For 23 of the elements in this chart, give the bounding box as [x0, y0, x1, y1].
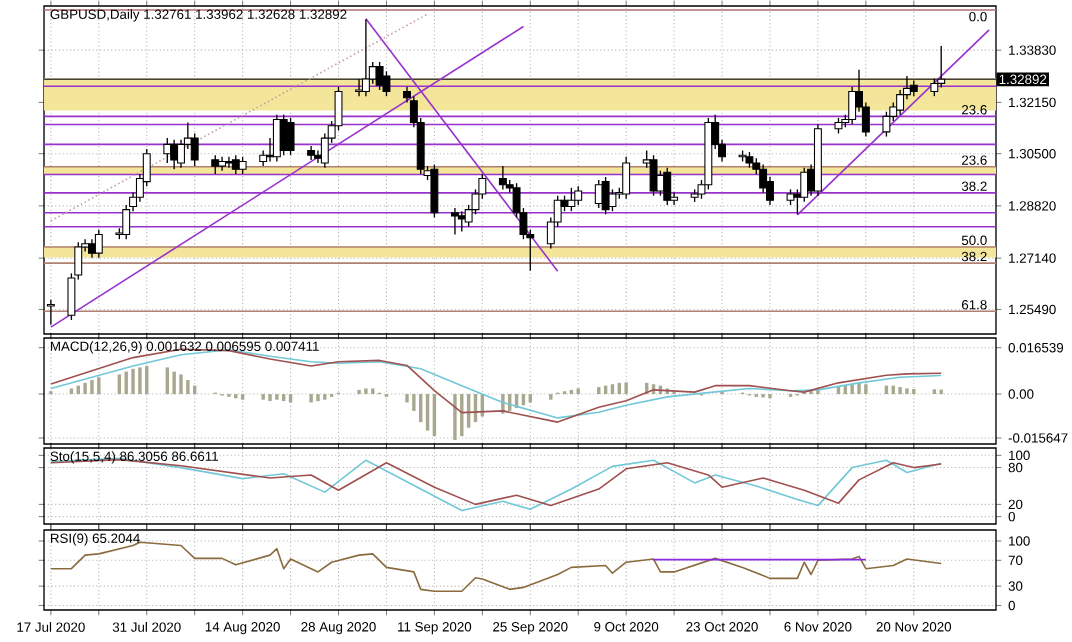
candlestick	[608, 188, 617, 212]
candlestick	[567, 187, 576, 212]
candlestick	[88, 238, 96, 259]
candlestick	[498, 165, 507, 191]
candlestick	[231, 154, 240, 175]
candlestick	[382, 70, 391, 97]
candlestick	[574, 185, 583, 206]
candlestick	[450, 207, 459, 236]
candlestick	[355, 78, 364, 97]
candlestick	[170, 139, 179, 170]
candlestick	[622, 156, 631, 200]
candlestick	[94, 229, 103, 259]
candlestick	[649, 154, 658, 197]
candlestick	[211, 154, 220, 175]
candlestick	[457, 210, 466, 233]
candlestick	[286, 117, 295, 156]
candlestick	[361, 18, 370, 97]
candlestick	[224, 156, 233, 169]
candlestick	[272, 114, 281, 163]
candlestick	[594, 179, 603, 209]
candlestick	[663, 166, 672, 206]
candlestick	[937, 45, 946, 89]
candlestick	[430, 163, 439, 219]
